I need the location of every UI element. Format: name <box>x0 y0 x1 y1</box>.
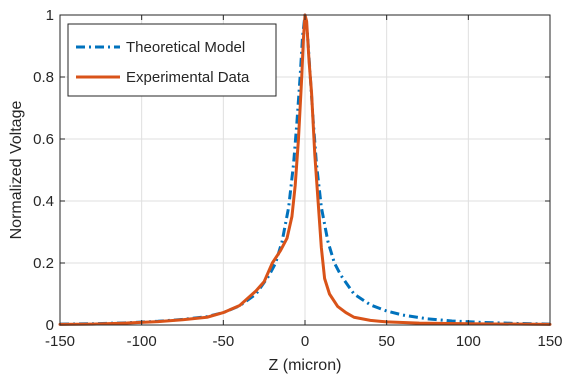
x-tick-label: 100 <box>456 333 481 350</box>
y-tick-label: 0.2 <box>33 255 54 272</box>
y-tick-label: 0 <box>46 317 54 334</box>
x-axis-label: Z (micron) <box>269 357 342 374</box>
series-line-experimental-data <box>58 13 552 326</box>
y-tick-label: 1 <box>46 7 54 24</box>
legend-label-experimental-data: Experimental Data <box>126 69 250 86</box>
legend-box <box>67 23 277 97</box>
y-axis-label: Normalized Voltage <box>8 101 25 240</box>
x-tick-label: 150 <box>537 333 562 350</box>
x-tick-label: 0 <box>301 333 309 350</box>
x-tick-label: -150 <box>45 333 75 350</box>
legend-label-theoretical-model: Theoretical Model <box>126 39 245 56</box>
x-tick-label: 50 <box>378 333 395 350</box>
y-tick-label: 0.4 <box>33 193 54 210</box>
y-tick-label: 0.6 <box>33 131 54 148</box>
y-tick-label: 0.8 <box>33 69 54 86</box>
axis-ticks: -150 -100 -50 0 50 100 150 0 0.2 0.4 0.6 0.8 1 <box>33 7 562 350</box>
x-tick-label: -50 <box>212 333 234 350</box>
x-tick-label: -100 <box>127 333 157 350</box>
legend: Theoretical Model Experimental Data <box>67 23 277 97</box>
